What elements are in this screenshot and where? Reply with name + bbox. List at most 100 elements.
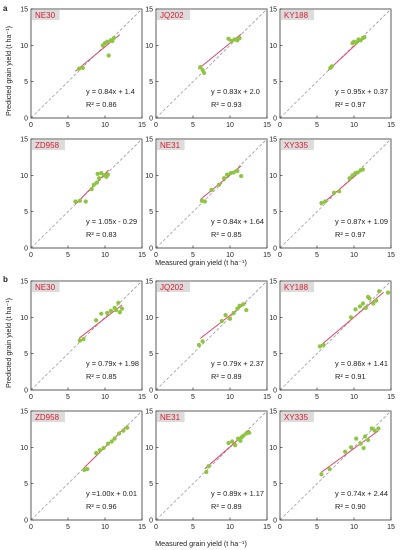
panel-b-zd958-ytick-label: 5 — [24, 481, 28, 488]
panel-a-ky188-xtick-label: 10 — [350, 122, 358, 129]
panel-a-zd958-ytick-label: 15 — [20, 137, 28, 144]
panel-a-xy335-xtick-label: 10 — [350, 252, 358, 259]
panel-a-ne30-xtick-label: 10 — [101, 122, 109, 129]
panel-b-xy335-tag-bg — [281, 412, 314, 422]
panel-a-ne30-ytick-label: 10 — [20, 43, 28, 50]
panel-a-zd958-point — [73, 199, 78, 204]
panel-a-ky188-equation: y = 0.95x + 0.37 — [335, 87, 388, 96]
panel-a-ne31-xtick-label: 10 — [226, 252, 234, 259]
panel-b-ky188-tag: KY188 — [284, 283, 309, 292]
panel-a-zd958-point — [91, 182, 96, 187]
panel-b-ne30-xtick-label: 10 — [101, 394, 109, 401]
panel-b-ne31-point — [238, 438, 243, 443]
panel-b-xy335-r2: R² = 0.90 — [335, 502, 366, 511]
panel-a-xy335-point — [319, 200, 324, 206]
panel-a-zd958-xtick-label: 10 — [101, 252, 109, 259]
panel-a-ne30-xtick-label: 5 — [66, 122, 70, 129]
panel-b-jq202-point — [200, 339, 205, 344]
panel-b-ky188-fit-line — [318, 291, 384, 348]
panel-b-xy335-fit-line — [321, 430, 379, 473]
panel-b-ky188: 0 5 10 15 0 5 10 15 KY188 y = 0.86x + 1.41 R² = 0.… — [269, 279, 395, 402]
panel-a-xy335-equation: y = 0.87x + 1.09 — [335, 217, 388, 226]
panel-a-jq202-ytick-label: 10 — [145, 43, 153, 50]
panel-b-ne30: 0 5 10 15 0 5 10 15 NE30 y = 0.79x + 1.98 R² = 0.8… — [20, 279, 146, 402]
panel-b-ne30-point — [99, 311, 104, 316]
panel-a-ne30-equation: y = 0.84x + 1.4 — [86, 87, 135, 96]
panel-b-zd958-equation: y =1.00x + 0.01 — [86, 489, 137, 498]
panel-b-ky188-xtick-label: 15 — [387, 394, 395, 401]
panel-b-ne30-xtick-label: 0 — [29, 394, 33, 401]
panel-a-xy335-tag-bg — [281, 140, 314, 150]
panel-a-ne30-point — [80, 65, 85, 70]
panel-a-jq202-equation: y = 0.83x + 2.0 — [211, 87, 260, 96]
panel-b-xy335-point — [369, 426, 374, 431]
panel-a-jq202-point — [237, 35, 242, 41]
panel-a-zd958-point — [99, 171, 104, 176]
panel-b-ky188-point — [363, 305, 368, 310]
panel-b-zd958-point — [85, 467, 90, 472]
panel-b-xy335-xtick-label: 5 — [315, 524, 319, 531]
panel-b-ky188-identity-line — [279, 280, 392, 391]
panel-b-xy335-point — [365, 437, 371, 443]
panel-b-ky188-point — [377, 289, 382, 294]
panel-a-ky188-xtick-label: 15 — [387, 122, 395, 129]
panel-b-xy335-point — [361, 445, 366, 451]
panel-a-ky188-point — [329, 64, 334, 69]
panel-a-xy335-point — [323, 199, 328, 204]
panel-b-zd958-xtick-label: 15 — [138, 524, 146, 531]
panel-b-xy335-frame — [279, 410, 392, 521]
panel-a-ky188-point — [354, 40, 359, 45]
panel-a-jq202-identity-line — [155, 8, 268, 119]
panel-a-ne31-xtick-label: 15 — [263, 252, 271, 259]
panel-b-jq202-point — [241, 302, 246, 307]
panel-b-zd958-r2: R² = 0.96 — [86, 502, 117, 511]
panel-a-xy335-point — [337, 189, 342, 194]
panel-a-zd958-tag-bg — [32, 140, 65, 150]
panel-b-ne30-point — [114, 307, 119, 313]
panel-a-ne31-point — [239, 173, 244, 179]
panel-b-ne30-point — [119, 306, 125, 311]
panel-b-ne31-tag: NE31 — [160, 413, 181, 422]
panel-a-xy335-r2: R² = 0.97 — [335, 230, 366, 239]
panel-b-ne31-ytick-label: 15 — [145, 409, 153, 416]
panel-b-ne30-equation: y = 0.79x + 1.98 — [86, 359, 139, 368]
panel-a-ne30-frame — [30, 8, 143, 119]
panel-b-ne31-tag-bg — [157, 412, 185, 422]
panel-b-xy335-xtick-label: 10 — [350, 524, 358, 531]
panel-a-xy335-frame — [279, 138, 392, 249]
panel-b-ky188-equation: y = 0.86x + 1.41 — [335, 359, 388, 368]
panel-b-jq202-xtick-label: 10 — [226, 394, 234, 401]
panel-a-ne31-point — [221, 176, 227, 181]
panel-b-xy335-point — [354, 436, 359, 441]
panel-a-jq202-xtick-label: 10 — [226, 122, 234, 129]
panel-b-xy335-ytick-label: 0 — [273, 518, 277, 525]
panel-b-zd958-point — [125, 425, 130, 430]
panel-a-ne31-frame — [155, 138, 268, 249]
panel-a-ky188: 0 5 10 15 0 5 10 15 KY188 y = 0.95x + 0.37 R² = 0.… — [269, 7, 395, 130]
panel-b-xy335-equation: y = 0.74x + 2.44 — [335, 489, 388, 498]
panel-b-ne30-xtick-label: 5 — [66, 394, 70, 401]
panel-a-zd958-ytick-label: 0 — [24, 246, 28, 253]
panel-a-xy335-point — [360, 167, 365, 172]
panel-a-ne31-xtick-label: 0 — [154, 252, 158, 259]
panel-a-jq202-point — [202, 70, 207, 76]
panel-a-zd958-frame — [30, 138, 143, 249]
panel-b-zd958-xtick-label: 0 — [29, 524, 33, 531]
panel-a-xy335-xtick-label: 5 — [315, 252, 319, 259]
panel-a-zd958-equation: y = 1.05x - 0.29 — [86, 217, 137, 226]
panel-a-jq202-tag: JQ202 — [160, 11, 184, 20]
panel-a-ne30-ytick-label: 5 — [24, 79, 28, 86]
panel-b-ne31-ytick-label: 0 — [149, 518, 153, 525]
panel-a-ky188-ytick-label: 15 — [269, 7, 277, 14]
panel-a-ne31-xtick-label: 5 — [191, 252, 195, 259]
panel-b-ky188-xtick-label: 10 — [350, 394, 358, 401]
panel-b-ne31-xtick-label: 5 — [191, 524, 195, 531]
panel-a-ky188-r2: R² = 0.97 — [335, 100, 366, 109]
panel-a-ne31-ytick-label: 0 — [149, 246, 153, 253]
panel-a-xy335-ytick-label: 5 — [273, 209, 277, 216]
panel-a-ne30-point — [111, 35, 116, 41]
panel-b-jq202-identity-line — [155, 280, 268, 391]
panel-b-xy335-ytick-label: 10 — [269, 445, 277, 452]
panel-b-xy335-point — [343, 449, 348, 454]
